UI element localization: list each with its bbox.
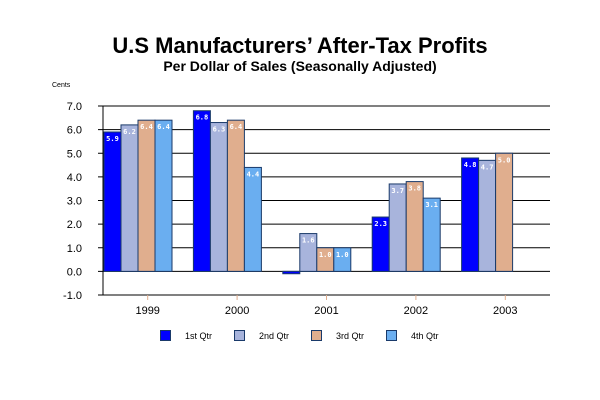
y-tick-label: -1.0 (63, 290, 82, 302)
y-tick-label: 4.0 (67, 172, 82, 184)
bar (333, 247, 352, 272)
y-tick-label: 0.0 (67, 266, 82, 278)
bar (226, 119, 245, 272)
y-tick-label: 5.0 (67, 148, 82, 160)
data-label: 4.8 (464, 161, 477, 169)
bar (120, 124, 139, 272)
bar (495, 152, 514, 272)
data-label: 3.8 (408, 185, 421, 193)
bar (154, 119, 173, 272)
x-tick-label: 2001 (314, 305, 338, 317)
data-label: 4.4 (247, 170, 260, 178)
data-label: 5.0 (498, 156, 511, 164)
chart-title: U.S Manufacturers’ After-Tax Profits (112, 33, 488, 58)
bar (209, 122, 228, 272)
y-axis-label: Cents (52, 82, 71, 89)
x-tick-label: 2000 (225, 305, 249, 317)
legend-item: 2nd Qtr (234, 330, 289, 341)
data-label: 6.4 (230, 123, 243, 131)
data-label: 5.9 (106, 135, 119, 143)
legend-swatch (160, 330, 171, 341)
bar (137, 119, 156, 272)
legend-item: 4th Qtr (386, 330, 439, 341)
legend-swatch (311, 330, 323, 341)
legend-label: 2nd Qtr (259, 330, 290, 341)
legend-item: 3rd Qtr (311, 330, 364, 341)
data-label: 1.0 (336, 251, 349, 259)
x-tick-label: 1999 (135, 305, 159, 317)
legend-item: 1st Qtr (160, 330, 212, 341)
legend-swatch (386, 330, 398, 341)
bar (243, 166, 262, 272)
data-label: 1.6 (302, 237, 315, 245)
data-label: 3.7 (391, 187, 404, 195)
bar (192, 110, 211, 272)
bar (478, 159, 497, 272)
data-label: 6.2 (123, 128, 136, 136)
bar (388, 183, 407, 272)
data-label: 6.4 (140, 123, 153, 131)
y-tick-label: 2.0 (67, 219, 82, 231)
data-label: 6.3 (213, 126, 226, 134)
chart-subtitle: Per Dollar of Sales (Seasonally Adjusted… (163, 58, 437, 74)
data-label: 3.1 (425, 201, 438, 209)
legend-label: 3rd Qtr (336, 330, 365, 341)
x-tick-label: 2002 (404, 305, 428, 317)
x-tick-label: 2003 (493, 305, 517, 317)
data-label: 4.7 (481, 163, 494, 171)
data-label: 1.0 (319, 251, 332, 259)
legend-swatch (234, 330, 246, 341)
data-label: 2.3 (374, 220, 387, 228)
bar (461, 157, 480, 272)
data-label: 6.4 (157, 123, 170, 131)
data-label: 6.8 (196, 114, 209, 122)
legend-label: 1st Qtr (185, 330, 213, 341)
y-tick-label: 3.0 (67, 196, 82, 208)
legend: 1st Qtr 2nd Qtr 3rd Qtr 4th Qtr (160, 330, 461, 341)
y-tick-label: 1.0 (67, 243, 82, 255)
bar (103, 131, 122, 272)
bar (405, 181, 424, 272)
y-tick-label: 6.0 (67, 125, 82, 137)
legend-label: 4th Qtr (411, 330, 439, 341)
y-tick-label: 7.0 (67, 101, 82, 113)
bar (422, 197, 441, 272)
bar (282, 270, 301, 275)
